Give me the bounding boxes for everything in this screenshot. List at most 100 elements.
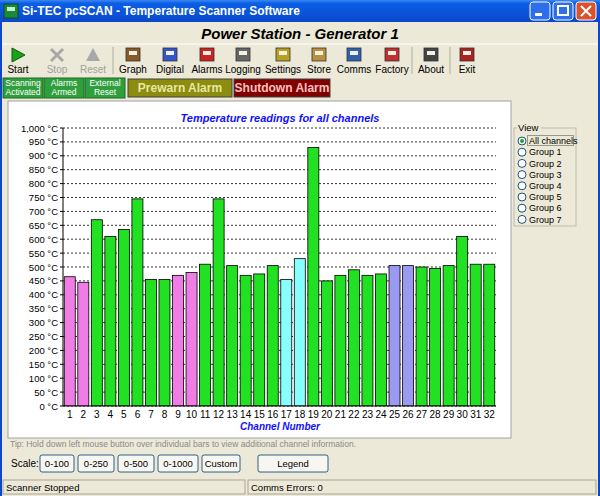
window-title: Si-TEC pcSCAN - Temperature Scanner Soft…	[22, 4, 300, 18]
toolbar-edge	[2, 44, 598, 45]
y-tick-label: 900 °C	[29, 150, 58, 161]
close-button[interactable]	[576, 2, 596, 20]
x-tick-label: 28	[430, 409, 442, 420]
bar	[308, 147, 319, 406]
x-tick-label: 5	[121, 409, 127, 420]
x-tick-label: 27	[416, 409, 428, 420]
button-label: Custom	[205, 458, 238, 469]
icon	[347, 48, 361, 61]
maximize-glyph	[558, 6, 568, 15]
toolbar-button[interactable]: Logging	[225, 48, 261, 75]
bar	[132, 199, 143, 406]
x-tick-label: 24	[375, 409, 387, 420]
indicator	[3, 78, 43, 98]
minimize-glyph	[535, 13, 542, 16]
x-tick-label: 29	[443, 409, 455, 420]
x-tick-label: 18	[294, 409, 306, 420]
status-panel	[3, 480, 245, 494]
x-axis	[63, 406, 496, 407]
x-tick-label: 22	[348, 409, 360, 420]
button[interactable]: 0-100	[40, 455, 74, 472]
toolbar-separator	[113, 47, 114, 74]
radio	[518, 159, 526, 167]
bar	[173, 275, 184, 406]
alarm-indicator	[234, 79, 330, 97]
grid-line	[63, 225, 496, 226]
tip-text: Tip: Hold down left mouse button over in…	[10, 439, 356, 449]
icon	[427, 51, 435, 55]
minimize-button[interactable]	[530, 2, 550, 20]
bar	[389, 266, 400, 406]
bar	[321, 281, 332, 406]
toolbar-button: Stop	[47, 49, 68, 75]
radio-option[interactable]: Group 1	[518, 147, 562, 157]
y-tick-label: 300 °C	[29, 317, 58, 328]
toolbar-button[interactable]: Start	[7, 48, 28, 75]
icon	[200, 48, 214, 61]
radio-option[interactable]: Group 2	[518, 159, 562, 169]
toolbar-label: Settings	[265, 64, 301, 75]
y-tick-label: 650 °C	[29, 220, 58, 231]
radio	[518, 148, 526, 156]
bar	[267, 266, 278, 406]
indicator-label: ExternalReset	[89, 78, 120, 97]
toolbar-button[interactable]: Comms	[337, 48, 371, 75]
button[interactable]: Custom	[202, 455, 240, 472]
scale-label: Scale:	[11, 458, 39, 469]
app-icon	[7, 7, 15, 11]
indicator	[44, 78, 84, 98]
icon	[239, 51, 247, 55]
toolbar-button[interactable]: Graph	[119, 48, 147, 75]
icon	[315, 51, 323, 55]
toolbar-button[interactable]: Alarms	[191, 48, 222, 75]
radio-option[interactable]: Group 7	[518, 215, 562, 225]
button-face	[118, 455, 154, 472]
button[interactable]: 0-250	[78, 455, 114, 472]
x-tick-label: 19	[308, 409, 320, 420]
icon	[279, 51, 287, 55]
radio	[518, 137, 526, 145]
button[interactable]: 0-500	[118, 455, 154, 472]
maximize-button[interactable]	[553, 2, 573, 20]
button[interactable]: 0-1000	[158, 455, 198, 472]
y-tick-label: 0 °C	[39, 401, 58, 412]
frame-left	[0, 22, 2, 496]
radio-label: Group 1	[529, 147, 562, 157]
grid-line	[63, 211, 496, 212]
y-tick-label: 700 °C	[29, 206, 58, 217]
bar	[159, 280, 170, 406]
radio-option[interactable]: Group 6	[518, 203, 562, 213]
toolbar-button[interactable]: Exit	[459, 48, 476, 75]
bar	[91, 220, 102, 406]
y-tick-label: 350 °C	[29, 303, 58, 314]
button-label: 0-1000	[163, 458, 193, 469]
close-glyph	[581, 6, 591, 16]
radio-option[interactable]: Group 5	[518, 192, 562, 202]
toolbar-label: Exit	[459, 64, 476, 75]
icon	[463, 51, 471, 55]
radio-option[interactable]: Group 4	[518, 181, 562, 191]
x-tick-label: 17	[281, 409, 293, 420]
bars	[64, 147, 494, 406]
bar	[470, 264, 481, 406]
status-text: Comms Errors: 0	[251, 482, 323, 493]
header-title: Power Station - Generator 1	[201, 25, 399, 42]
toolbar-button[interactable]: Store	[307, 48, 331, 75]
toolbar-button[interactable]: Settings	[265, 48, 301, 75]
button-label: 0-250	[84, 458, 108, 469]
button-face	[158, 455, 198, 472]
bar	[281, 280, 292, 406]
grid-line	[63, 197, 496, 198]
toolbar-button[interactable]: About	[418, 48, 444, 75]
radio-option[interactable]: All channels	[518, 136, 578, 147]
toolbar-label: Comms	[337, 64, 371, 75]
indicator	[85, 78, 125, 98]
x-tick-label: 13	[227, 409, 239, 420]
toolbar-button[interactable]: Factory	[375, 48, 408, 75]
button[interactable]: Legend	[258, 455, 328, 472]
x-tick-label: 11	[200, 409, 211, 420]
y-tick-label: 550 °C	[29, 248, 58, 259]
toolbar-button[interactable]: Digital	[156, 48, 184, 75]
radio-option[interactable]: Group 3	[518, 170, 562, 180]
y-tick-label: 800 °C	[29, 178, 58, 189]
